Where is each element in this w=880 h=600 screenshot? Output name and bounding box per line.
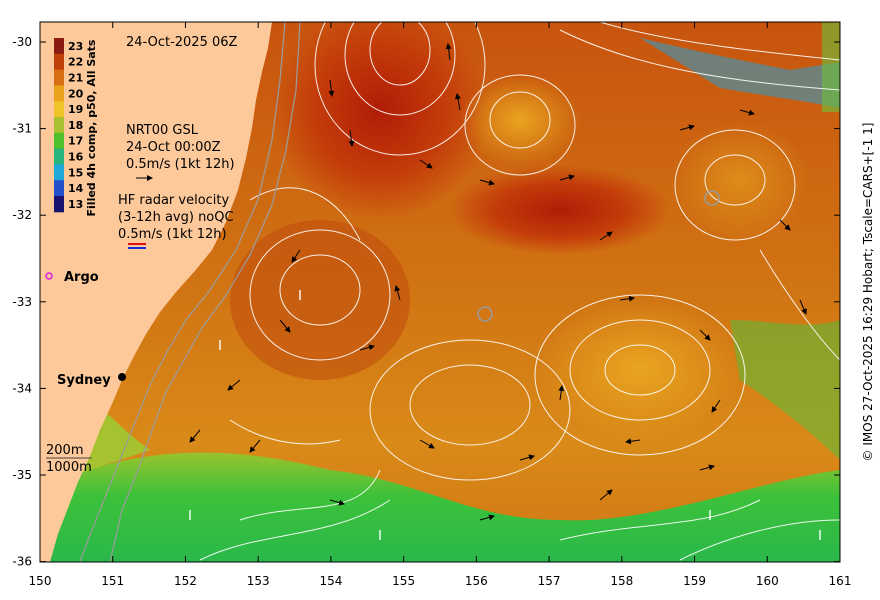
colorbar-segment [54,164,64,181]
sst-field [40,22,840,562]
colorbar-tick-label: 15 [68,166,83,179]
colorbar-tick-label: 23 [68,40,83,53]
eddy-north [460,75,580,165]
colorbar-tick-label: 13 [68,198,83,211]
currents-legend-line2: 24-Oct 00:00Z [126,140,221,155]
y-tick-label: -36 [12,555,32,569]
sydney-label: Sydney [57,373,111,388]
colorbar-segment [54,180,64,197]
argo-float-marker [477,306,493,322]
edge-patch [822,22,840,112]
isobath-label-1000m: 1000m [46,460,92,475]
x-tick-label: 153 [247,574,270,588]
currents-legend-line3: 0.5m/s (1kt 12h) [126,157,235,172]
y-tick-label: -35 [12,468,32,482]
colorbar: 23 22 21 20 19 18 17 16 15 14 13 [54,38,84,213]
colorbar-segment [54,101,64,118]
radar-legend-line2: (3-12h avg) noQC [118,210,234,225]
radar-legend-line1: HF radar velocity [118,193,230,208]
colorbar-segment [54,132,64,150]
warm-eddy-west [230,220,410,380]
colorbar-segment [54,85,64,102]
x-tick-label: 150 [29,574,52,588]
land-australia [40,22,272,562]
x-axis: 150 151 152 153 154 155 156 157 158 159 160 161 [29,22,852,588]
radar-vectors [189,290,821,540]
y-tick-label: -31 [12,122,32,136]
colorbar-segment [54,53,64,71]
colorbar-segment [54,117,64,134]
x-tick-label: 152 [174,574,197,588]
colorbar-title: Filled 4h comp, p50, All Sats [85,39,98,216]
plot-frame [39,21,841,563]
cool-water-south [40,452,840,562]
x-tick-label: 155 [392,574,415,588]
y-tick-label: -34 [12,381,32,395]
cool-patch-north-east [640,38,840,108]
argo-float-marker [704,190,720,206]
ssh-contours [199,22,840,561]
eddy-northeast [670,120,810,240]
colorbar-tick-label: 22 [68,56,83,69]
colorbar-tick-label: 17 [68,135,83,148]
credit-text: © IMOS 27-Oct-2025 16:29 Hobart; Tscale=… [861,123,875,462]
colorbar-segment [54,69,64,86]
x-tick-label: 151 [101,574,124,588]
colorbar-tick-label: 14 [68,182,84,195]
velocity-vectors [189,43,807,521]
argo-legend-icon [45,272,53,280]
isobaths [79,22,301,562]
x-tick-label: 161 [829,574,852,588]
colorbar-tick-label: 19 [68,103,83,116]
colorbar-tick-label: 21 [68,72,83,85]
colorbar-segment [54,196,64,213]
x-tick-label: 158 [610,574,633,588]
y-tick-label: -32 [12,208,32,222]
timestamp: 24-Oct-2025 06Z [126,35,238,50]
isobath-label-200m: 200m [46,443,83,458]
y-tick-label: -33 [12,295,32,309]
radar-legend-line3: 0.5m/s (1kt 12h) [118,227,227,242]
colorbar-segment [54,148,64,165]
y-tick-label: -30 [12,35,32,49]
colorbar-tick-label: 16 [68,151,84,164]
x-tick-label: 156 [465,574,488,588]
x-tick-label: 160 [756,574,779,588]
argo-label: Argo [64,270,99,285]
x-tick-label: 154 [319,574,342,588]
warm-core-north [270,22,490,220]
x-tick-label: 157 [538,574,561,588]
y-axis: -30 -31 -32 -33 -34 -35 -36 [12,35,840,569]
colorbar-tick-label: 20 [68,87,84,100]
colorbar-tick-label: 18 [68,119,83,132]
warm-filament [450,165,670,255]
sydney-marker [118,373,126,381]
cool-patch-east [730,320,840,460]
x-tick-label: 159 [683,574,706,588]
currents-legend-line1: NRT00 GSL [126,123,199,138]
colorbar-segment [54,38,64,55]
